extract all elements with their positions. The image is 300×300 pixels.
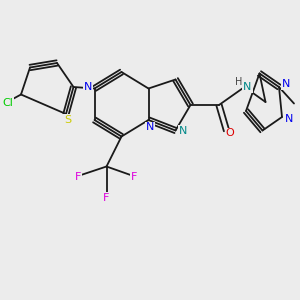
Text: N: N	[284, 113, 293, 124]
Text: O: O	[226, 128, 235, 139]
Text: Cl: Cl	[2, 98, 13, 108]
Text: F: F	[75, 172, 81, 182]
Text: N: N	[84, 82, 92, 92]
Text: S: S	[64, 115, 71, 125]
Text: N: N	[243, 82, 252, 92]
Text: F: F	[131, 172, 138, 182]
Text: N: N	[179, 125, 187, 136]
Text: F: F	[103, 193, 110, 203]
Text: N: N	[146, 122, 154, 133]
Text: N: N	[281, 79, 290, 89]
Text: H: H	[236, 76, 243, 87]
